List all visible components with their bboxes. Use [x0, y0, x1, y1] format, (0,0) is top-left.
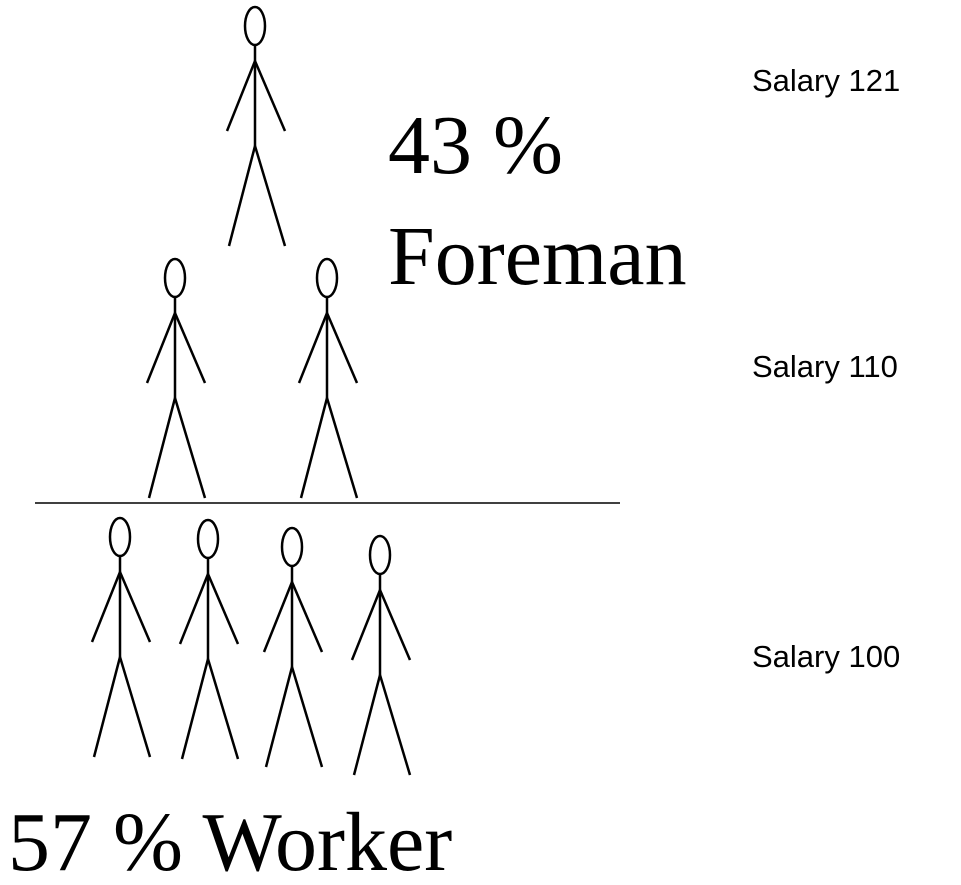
stick-figure — [299, 259, 357, 498]
salary-label: Salary 121 — [752, 63, 900, 98]
stick-figure — [147, 259, 205, 498]
stick-figure — [264, 528, 322, 767]
foreman-percent: 43 % — [388, 99, 563, 192]
page: 43 % Foreman 57 % Worker Salary 121 Sala… — [0, 0, 961, 885]
stick-figure — [180, 520, 238, 759]
worker-label: 57 % Worker — [8, 796, 452, 885]
salary-label: Salary 100 — [752, 639, 900, 674]
diagram: 43 % Foreman 57 % Worker Salary 121 Sala… — [0, 0, 961, 885]
stick-figure — [92, 518, 150, 757]
stick-figure — [352, 536, 410, 775]
foreman-role: Foreman — [388, 210, 687, 303]
stick-figure — [227, 7, 285, 246]
salary-label: Salary 110 — [752, 349, 898, 384]
